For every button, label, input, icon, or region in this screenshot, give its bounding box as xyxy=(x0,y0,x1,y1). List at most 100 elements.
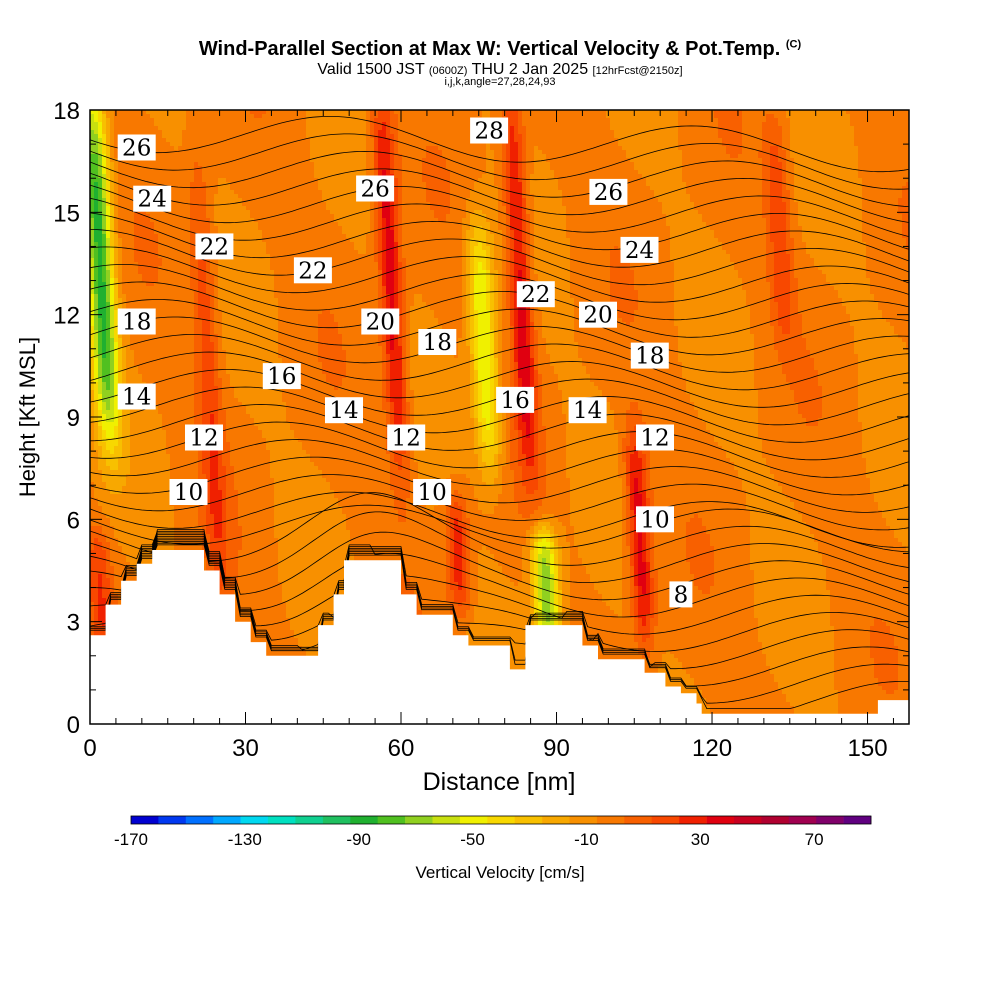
velocity-cell xyxy=(362,126,367,131)
velocity-cell xyxy=(770,182,775,187)
velocity-cell xyxy=(326,118,331,123)
velocity-cell xyxy=(462,118,467,123)
velocity-cell xyxy=(214,170,219,175)
velocity-cell xyxy=(370,150,375,155)
velocity-cell xyxy=(606,170,611,175)
velocity-cell xyxy=(410,194,415,199)
velocity-cell xyxy=(434,122,439,127)
velocity-cell xyxy=(378,118,383,123)
velocity-cell xyxy=(718,170,723,175)
velocity-cell xyxy=(886,114,891,119)
velocity-cell xyxy=(198,170,203,175)
velocity-cell xyxy=(898,166,903,171)
velocity-cell xyxy=(446,174,451,179)
velocity-cell xyxy=(598,122,603,127)
velocity-cell xyxy=(702,122,707,127)
velocity-cell xyxy=(182,138,187,143)
velocity-cell xyxy=(410,122,415,127)
velocity-cell xyxy=(174,110,179,115)
velocity-cell xyxy=(534,150,539,155)
velocity-cell xyxy=(502,190,507,195)
velocity-cell xyxy=(654,194,659,199)
velocity-cell xyxy=(650,126,655,131)
velocity-cell xyxy=(366,146,371,151)
velocity-cell xyxy=(686,182,691,187)
velocity-cell xyxy=(826,162,831,167)
velocity-cell xyxy=(150,130,155,135)
velocity-cell xyxy=(542,178,547,183)
velocity-cell xyxy=(710,194,715,199)
velocity-cell xyxy=(754,186,759,191)
velocity-cell xyxy=(822,182,827,187)
velocity-cell xyxy=(98,202,103,207)
velocity-cell xyxy=(702,130,707,135)
velocity-cell xyxy=(118,178,123,183)
velocity-cell xyxy=(470,174,475,179)
velocity-cell xyxy=(462,186,467,191)
velocity-cell xyxy=(618,158,623,163)
velocity-cell xyxy=(662,194,667,199)
velocity-cell xyxy=(862,186,867,191)
velocity-cell xyxy=(302,110,307,115)
velocity-cell xyxy=(794,166,799,171)
velocity-cell xyxy=(774,138,779,143)
velocity-cell xyxy=(558,182,563,187)
velocity-cell xyxy=(846,114,851,119)
velocity-cell xyxy=(234,150,239,155)
velocity-cell xyxy=(358,158,363,163)
velocity-cell xyxy=(434,142,439,147)
velocity-cell xyxy=(810,150,815,155)
velocity-cell xyxy=(606,146,611,151)
velocity-cell xyxy=(646,150,651,155)
velocity-cell xyxy=(558,142,563,147)
velocity-cell xyxy=(294,190,299,195)
velocity-cell xyxy=(170,146,175,151)
velocity-cell xyxy=(774,198,779,203)
velocity-cell xyxy=(98,206,103,211)
velocity-cell xyxy=(782,114,787,119)
velocity-cell xyxy=(362,142,367,147)
velocity-cell xyxy=(422,138,427,143)
velocity-cell xyxy=(858,134,863,139)
velocity-cell xyxy=(858,198,863,203)
velocity-cell xyxy=(510,118,515,123)
velocity-cell xyxy=(334,166,339,171)
velocity-cell xyxy=(454,130,459,135)
velocity-cell xyxy=(798,146,803,151)
velocity-cell xyxy=(658,114,663,119)
velocity-cell xyxy=(646,114,651,119)
velocity-cell xyxy=(342,154,347,159)
velocity-cell xyxy=(766,182,771,187)
velocity-cell xyxy=(782,178,787,183)
velocity-cell xyxy=(394,150,399,155)
velocity-cell xyxy=(130,110,135,115)
velocity-cell xyxy=(814,198,819,203)
velocity-cell xyxy=(350,154,355,159)
velocity-cell xyxy=(374,170,379,175)
velocity-cell xyxy=(862,190,867,195)
velocity-cell xyxy=(430,114,435,119)
velocity-cell xyxy=(702,194,707,199)
velocity-cell xyxy=(642,134,647,139)
velocity-cell xyxy=(470,154,475,159)
velocity-cell xyxy=(322,166,327,171)
velocity-cell xyxy=(586,130,591,135)
velocity-cell xyxy=(594,174,599,179)
velocity-cell xyxy=(174,118,179,123)
velocity-cell xyxy=(898,142,903,147)
velocity-cell xyxy=(498,146,503,151)
velocity-cell xyxy=(546,138,551,143)
velocity-cell xyxy=(906,146,909,151)
velocity-cell xyxy=(446,170,451,175)
velocity-cell xyxy=(626,150,631,155)
velocity-cell xyxy=(530,202,535,207)
velocity-cell xyxy=(486,150,491,155)
velocity-cell xyxy=(306,178,311,183)
velocity-cell xyxy=(742,182,747,187)
velocity-cell xyxy=(386,130,391,135)
velocity-cell xyxy=(502,166,507,171)
velocity-cell xyxy=(118,202,123,207)
velocity-cell xyxy=(430,126,435,131)
velocity-cell xyxy=(626,110,631,115)
velocity-cell xyxy=(510,142,515,147)
